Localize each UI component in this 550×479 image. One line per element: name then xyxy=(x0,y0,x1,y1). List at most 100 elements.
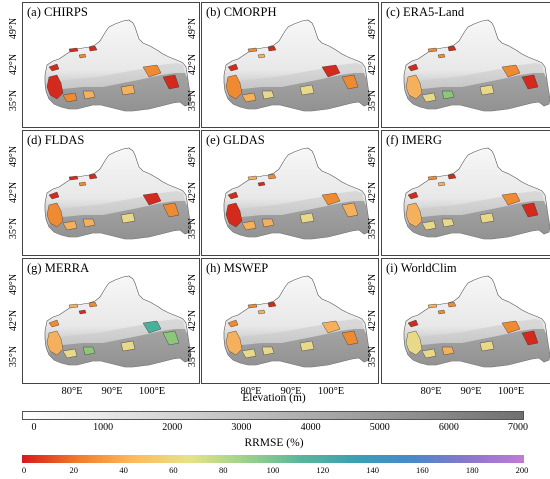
rrmse-basin-central-basin xyxy=(479,340,495,352)
kunlun-relief xyxy=(49,329,191,367)
xinjiang-map xyxy=(223,147,371,240)
rrmse-basin-west-kunlun xyxy=(405,74,423,100)
rrmse-basin-east-range xyxy=(501,320,521,334)
rrmse-basin-north-river-1 xyxy=(427,303,438,309)
latitude-tick-label: 42°N xyxy=(8,53,20,75)
rrmse-tick-label: 180 xyxy=(465,465,479,475)
xinjiang-map xyxy=(223,275,371,368)
kunlun-relief xyxy=(49,201,191,239)
latitude-tick-label: 49°N xyxy=(367,17,379,39)
rrmse-basin-south-basin-1 xyxy=(241,92,257,103)
rrmse-basin-northwest-basin xyxy=(227,63,239,72)
longitude-tick-label: 100°E xyxy=(138,386,166,397)
rrmse-basin-north-river-3 xyxy=(257,53,266,59)
rrmse-basin-northwest-basin xyxy=(407,191,419,200)
longitude-tick-label: 90°E xyxy=(101,386,123,397)
map-frame: (i) WorldClim xyxy=(381,258,550,384)
panel-title: (c) ERA5-Land xyxy=(386,5,465,19)
rrmse-basin-west-kunlun xyxy=(405,202,423,228)
rrmse-basin-southeast-basin xyxy=(521,202,539,218)
rrmse-basin-west-kunlun xyxy=(46,202,64,228)
map-frame: (g) MERRA xyxy=(22,258,200,384)
rrmse-basin-south-basin-1 xyxy=(62,220,78,231)
rrmse-basin-north-river-2 xyxy=(447,45,457,52)
rrmse-basin-east-range xyxy=(142,320,162,334)
latitude-tick-label: 35°N xyxy=(8,89,20,111)
elevation-tick-label: 5000 xyxy=(369,422,390,433)
panel-title: (g) MERRA xyxy=(27,261,90,275)
elevation-tick-label: 0 xyxy=(31,422,37,433)
rrmse-basin-north-river-2 xyxy=(267,173,277,180)
rrmse-basin-southeast-basin xyxy=(341,330,359,346)
rrmse-basin-west-kunlun xyxy=(225,330,243,356)
rrmse-basin-central-basin xyxy=(120,340,136,352)
rrmse-basin-southeast-basin xyxy=(162,202,180,218)
rrmse-basin-north-river-2 xyxy=(447,301,457,308)
rrmse-basin-south-basin-2 xyxy=(261,218,275,228)
rrmse-tick-label: 60 xyxy=(169,465,178,475)
map-frame: (a) CHIRPS xyxy=(22,2,200,128)
rrmse-basin-central-basin xyxy=(479,84,495,96)
longitude-tick-label: 80°E xyxy=(61,386,83,397)
elevation-tick-label: 4000 xyxy=(300,422,321,433)
latitude-tick-label: 35°N xyxy=(8,217,20,239)
rrmse-basin-north-river-2 xyxy=(267,45,277,52)
longitude-tick-label: 80°E xyxy=(240,386,262,397)
xinjiang-map xyxy=(403,275,550,368)
rrmse-basin-west-kunlun xyxy=(405,330,423,356)
rrmse-basin-north-river-1 xyxy=(247,175,258,181)
rrmse-basin-southeast-basin xyxy=(521,330,539,346)
latitude-tick-label: 35°N xyxy=(367,217,379,239)
rrmse-basin-north-river-1 xyxy=(68,47,79,53)
longitude-tick-label: 90°E xyxy=(460,386,482,397)
latitude-tick-label: 42°N xyxy=(367,53,379,75)
rrmse-basin-south-basin-2 xyxy=(441,218,455,228)
latitude-tick-label: 42°N xyxy=(367,181,379,203)
map-panel: (g) MERRA 49°N 42°N 35°N 80°E 90°E 100°E xyxy=(8,258,200,397)
elevation-tick-label: 2000 xyxy=(162,422,183,433)
rrmse-basin-west-kunlun xyxy=(225,74,243,100)
latitude-tick-label: 49°N xyxy=(187,273,199,295)
rrmse-basin-north-river-1 xyxy=(427,175,438,181)
rrmse-basin-east-range xyxy=(501,64,521,78)
rrmse-basin-west-kunlun xyxy=(46,330,64,356)
map-frame: (b) CMORPH xyxy=(201,2,379,128)
rrmse-basin-north-river-3 xyxy=(437,309,446,315)
rrmse-basin-west-kunlun xyxy=(225,202,243,228)
elevation-tick-label: 7000 xyxy=(508,422,528,433)
rrmse-basin-central-basin xyxy=(120,212,136,224)
map-frame: (h) MSWEP xyxy=(201,258,379,384)
rrmse-basin-northwest-basin xyxy=(227,191,239,200)
rrmse-basin-north-river-1 xyxy=(247,47,258,53)
panel-title: (i) WorldClim xyxy=(386,261,457,275)
rrmse-tick-label: 140 xyxy=(366,465,379,475)
rrmse-basin-north-river-1 xyxy=(247,303,258,309)
rrmse-basin-south-basin-2 xyxy=(82,218,96,228)
latitude-tick-label: 35°N xyxy=(8,345,20,367)
xinjiang-map xyxy=(403,147,550,240)
map-panel: (h) MSWEP 49°N 42°N 35°N 80°E 90°E 100°E xyxy=(187,258,379,397)
latitude-tick-label: 35°N xyxy=(367,345,379,367)
rrmse-basin-south-basin-2 xyxy=(441,90,455,100)
rrmse-basin-east-range xyxy=(321,320,341,334)
panel-title: (e) GLDAS xyxy=(206,133,265,147)
rrmse-basin-south-basin-2 xyxy=(261,90,275,100)
rrmse-basin-south-basin-1 xyxy=(62,92,78,103)
map-frame: (f) IMERG xyxy=(381,130,550,256)
rrmse-basin-north-river-3 xyxy=(257,309,266,315)
latitude-tick-label: 42°N xyxy=(367,309,379,331)
rrmse-basin-south-basin-1 xyxy=(421,92,437,103)
latitude-tick-label: 49°N xyxy=(367,145,379,167)
latitude-tick-label: 42°N xyxy=(8,309,20,331)
xinjiang-map xyxy=(44,275,192,368)
rrmse-tick-label: 0 xyxy=(21,465,27,475)
rrmse-tick-label: 160 xyxy=(416,465,429,475)
rrmse-basin-southeast-basin xyxy=(341,202,359,218)
kunlun-relief xyxy=(408,329,550,367)
latitude-tick-label: 49°N xyxy=(8,17,20,39)
latitude-tick-label: 49°N xyxy=(187,145,199,167)
rrmse-basin-north-river-3 xyxy=(257,181,266,187)
rrmse-basin-north-river-1 xyxy=(68,175,79,181)
